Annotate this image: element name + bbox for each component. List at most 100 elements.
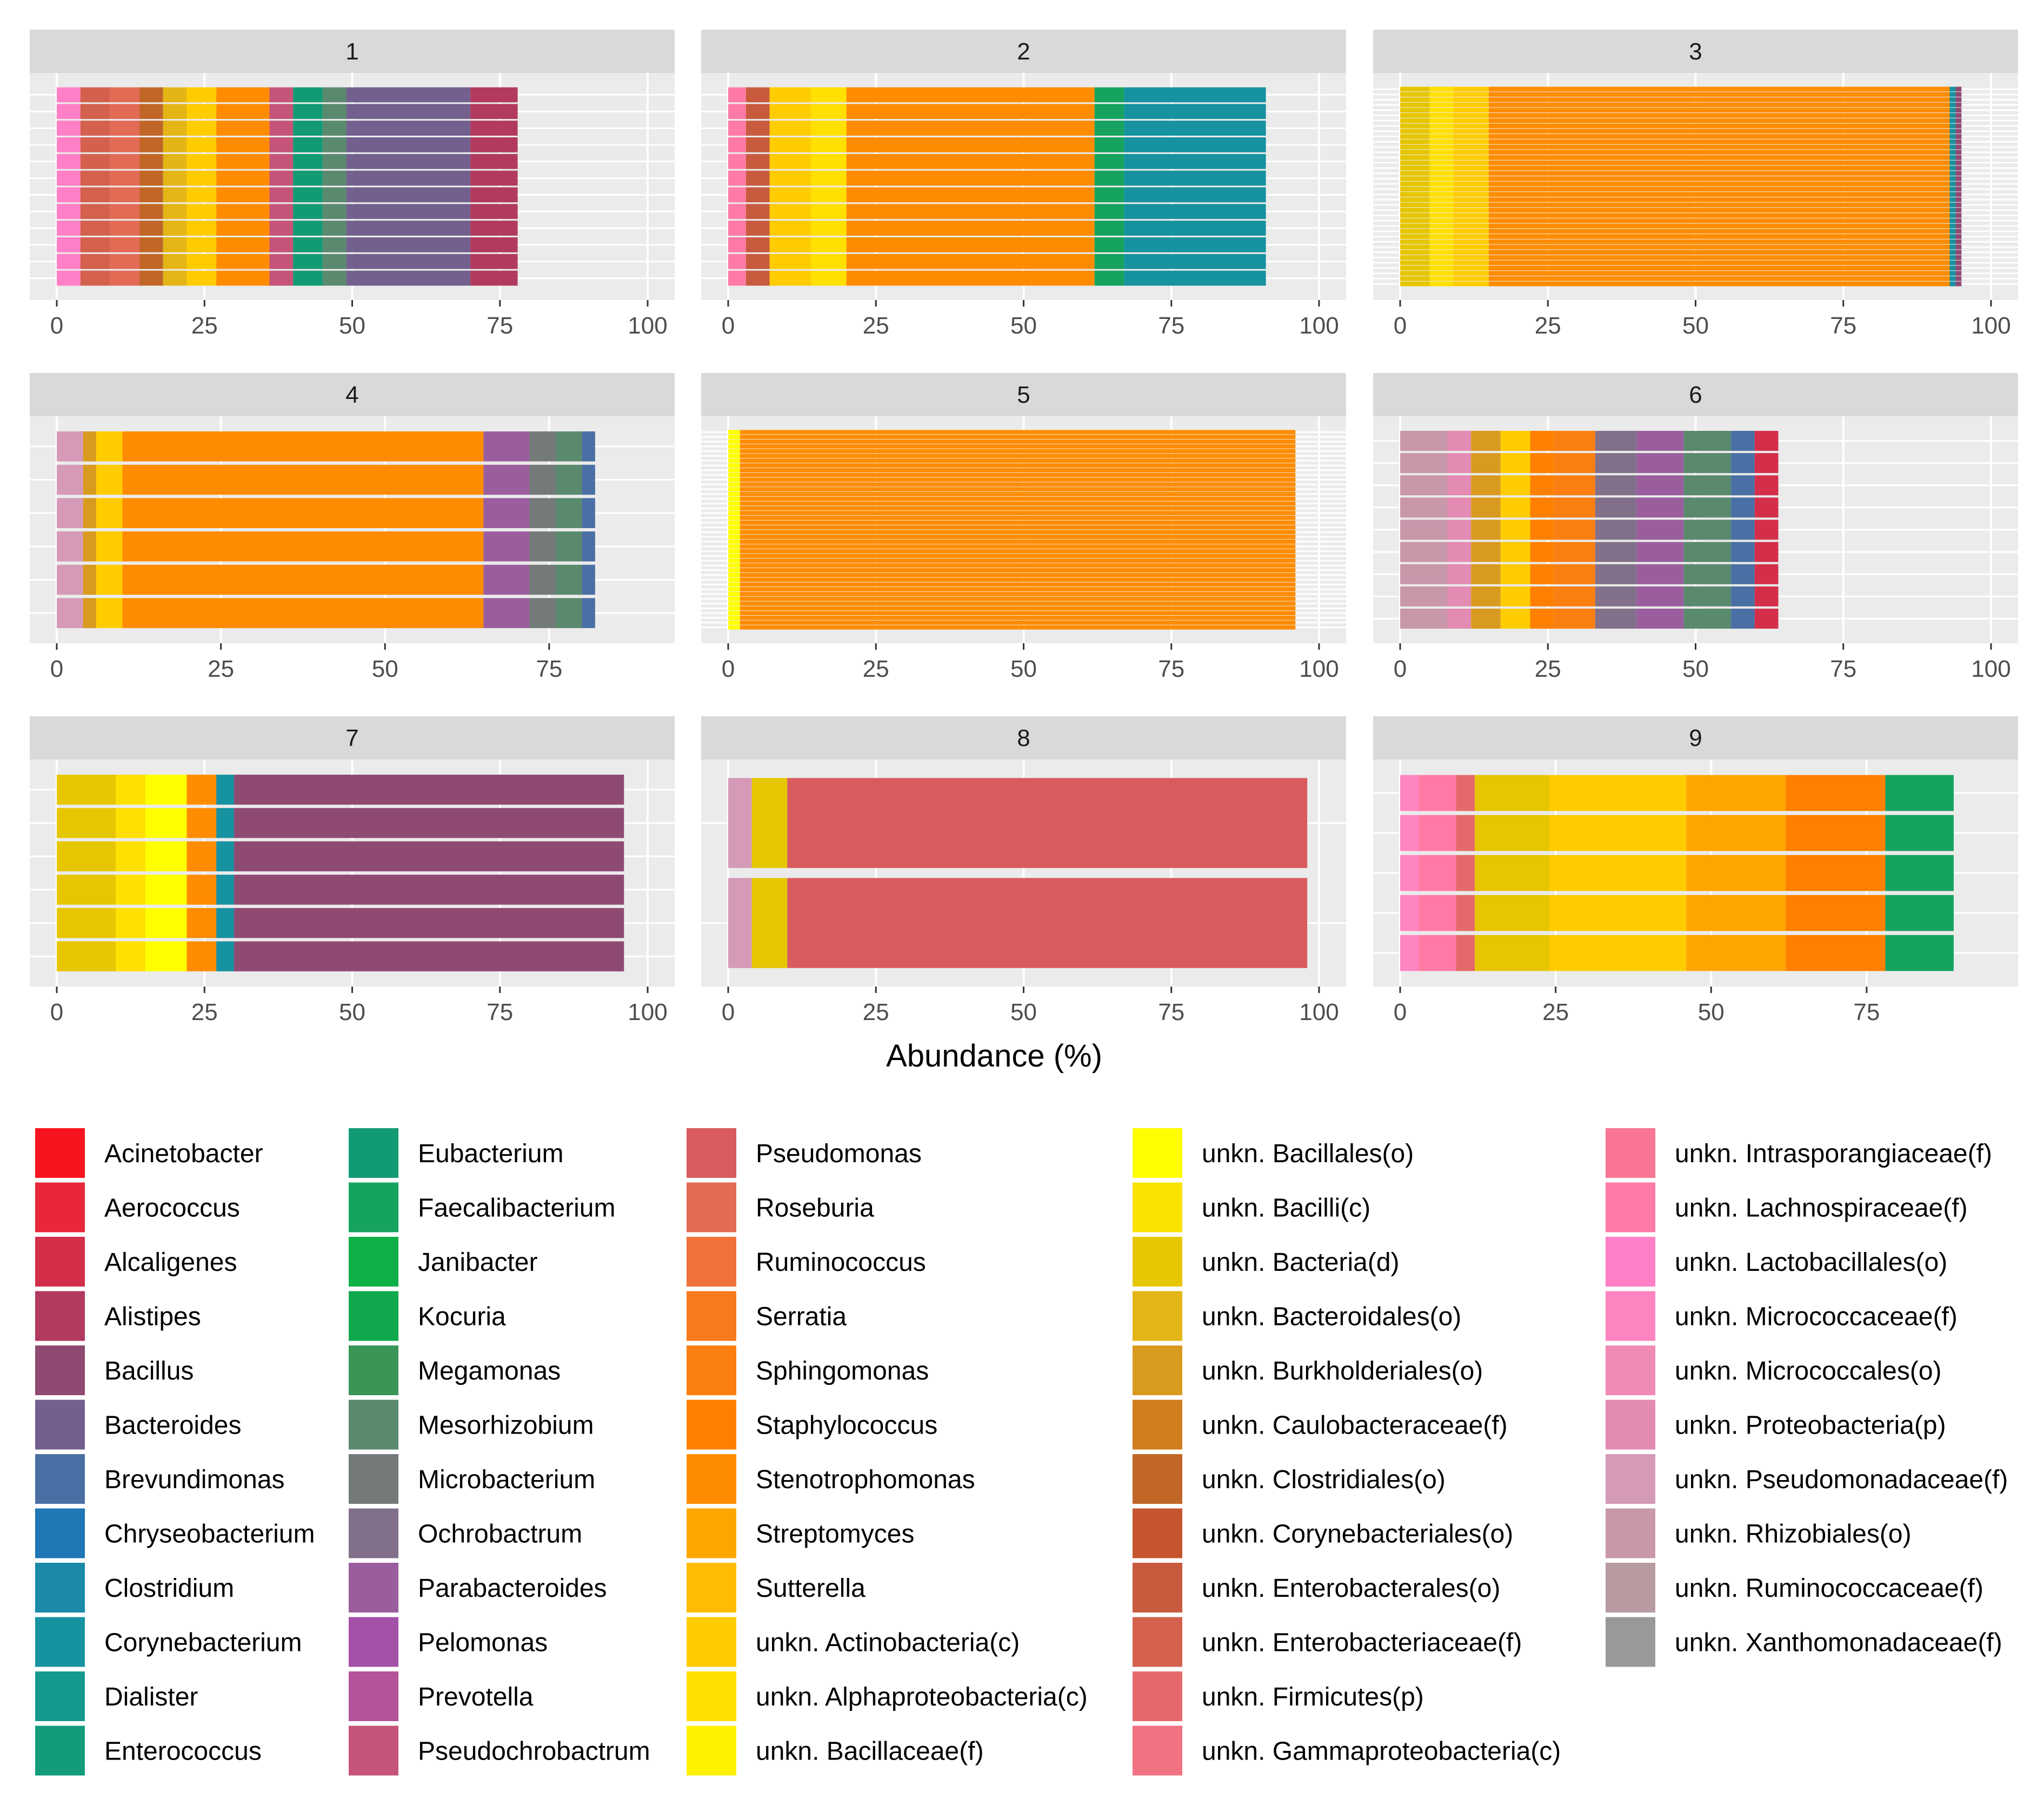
- bar-segment: [555, 564, 582, 595]
- bar-segment: [1488, 155, 1950, 160]
- bar-segment: [1453, 176, 1489, 181]
- legend-swatch: [349, 1291, 398, 1341]
- bar-segment: [1554, 431, 1595, 451]
- bar-segment: [1453, 134, 1489, 139]
- stacked-bar: [57, 941, 624, 971]
- legend-swatch: [1133, 1671, 1182, 1721]
- bar-segment: [1949, 229, 1956, 234]
- bar-segment: [1949, 186, 1956, 192]
- bar-segment: [1949, 86, 1956, 92]
- legend-swatch: [1606, 1400, 1655, 1450]
- legend-label: unkn. Pseudomonadaceae(f): [1675, 1465, 2008, 1494]
- x-tick-label: 0: [1394, 999, 1407, 1025]
- bar-segment: [122, 498, 484, 528]
- bar-segment: [483, 531, 530, 562]
- bar-segment: [1955, 213, 1962, 218]
- legend-item: unkn. Ruminococcaceae(f): [1606, 1563, 1983, 1613]
- stacked-bar: [728, 444, 1296, 449]
- bar-segment: [1885, 775, 1954, 811]
- bar-segment: [846, 221, 1095, 236]
- bar-segment: [1955, 234, 1962, 239]
- bar-segment: [1419, 935, 1456, 971]
- bar-segment: [1786, 815, 1886, 851]
- bar-segment: [1429, 165, 1454, 171]
- legend-label: Parabacteroides: [418, 1574, 607, 1603]
- bar-segment: [1453, 223, 1489, 229]
- bar-segment: [1955, 265, 1962, 271]
- bar-segment: [1453, 197, 1489, 202]
- bar-segment: [346, 154, 471, 169]
- bar-segment: [740, 625, 1296, 630]
- x-tick-label: 25: [863, 999, 889, 1025]
- bar-segment: [1949, 139, 1956, 144]
- stacked-bar: [1400, 935, 1954, 971]
- legend-item: unkn. Bacteroidales(o): [1133, 1291, 1461, 1341]
- bar-segment: [740, 458, 1296, 463]
- bar-segment: [1400, 265, 1430, 271]
- bar-segment: [1453, 250, 1489, 255]
- x-tick-label: 25: [863, 312, 889, 339]
- legend-label: Janibacter: [418, 1248, 537, 1277]
- legend-swatch: [349, 1454, 398, 1504]
- stacked-bar: [1400, 186, 1962, 192]
- bar-segment: [1447, 453, 1472, 474]
- stacked-bar: [57, 221, 518, 236]
- legend-item: Stenotrophomonas: [687, 1454, 975, 1504]
- bar-segment: [269, 154, 294, 169]
- stacked-bar: [57, 564, 595, 595]
- stacked-bar: [1400, 129, 1962, 134]
- legend-swatch: [349, 1237, 398, 1287]
- bar-segment: [1400, 102, 1430, 108]
- bar-segment: [769, 87, 811, 103]
- bar-segment: [57, 121, 81, 136]
- stacked-bar: [728, 520, 1296, 525]
- bar-segment: [1400, 176, 1430, 181]
- bar-segment: [1400, 255, 1430, 260]
- bar-segment: [187, 841, 217, 871]
- bar-segment: [483, 498, 530, 528]
- bar-segment: [80, 170, 110, 186]
- bar-segment: [1429, 123, 1454, 129]
- bar-segment: [1554, 608, 1595, 629]
- bar-segment: [1488, 197, 1950, 202]
- bar-segment: [234, 941, 624, 971]
- x-tick-label: 100: [628, 312, 667, 339]
- bar-segment: [216, 104, 270, 119]
- legend-swatch: [687, 1400, 736, 1450]
- bar-segment: [740, 511, 1296, 516]
- bar-segment: [1488, 213, 1950, 218]
- stacked-bar: [1400, 139, 1962, 144]
- legend-item: unkn. Bacillaceae(f): [687, 1725, 984, 1776]
- stacked-bar: [728, 616, 1296, 620]
- bar-segment: [728, 539, 740, 544]
- stacked-bar: [728, 601, 1296, 606]
- bar-segment: [1453, 255, 1489, 260]
- bar-segment: [234, 908, 624, 938]
- stacked-bar: [57, 464, 595, 495]
- stacked-bar: [57, 431, 595, 462]
- bar-segment: [96, 598, 123, 628]
- bar-segment: [269, 187, 294, 203]
- legend-item: unkn. Micrococcaceae(f): [1606, 1291, 1958, 1341]
- bar-segment: [483, 598, 530, 628]
- bar-segment: [769, 270, 811, 286]
- bar-segment: [555, 598, 582, 628]
- bar-segment: [216, 137, 270, 152]
- x-tick-label: 75: [1853, 999, 1880, 1025]
- legend-swatch: [1606, 1345, 1655, 1395]
- bar-segment: [1500, 475, 1530, 496]
- bar-segment: [1453, 218, 1489, 223]
- x-tick-label: 0: [1394, 656, 1407, 682]
- stacked-bar: [728, 563, 1296, 568]
- legend-item: Pelomonas: [349, 1617, 548, 1667]
- facet-strip: [701, 716, 1346, 759]
- bar-segment: [57, 270, 81, 286]
- bar-segment: [728, 237, 746, 252]
- bar-segment: [1686, 775, 1786, 811]
- bar-segment: [1636, 586, 1684, 607]
- bar-segment: [1554, 519, 1595, 540]
- bar-segment: [769, 121, 811, 136]
- bar-segment: [1949, 165, 1956, 171]
- bar-segment: [1636, 519, 1684, 540]
